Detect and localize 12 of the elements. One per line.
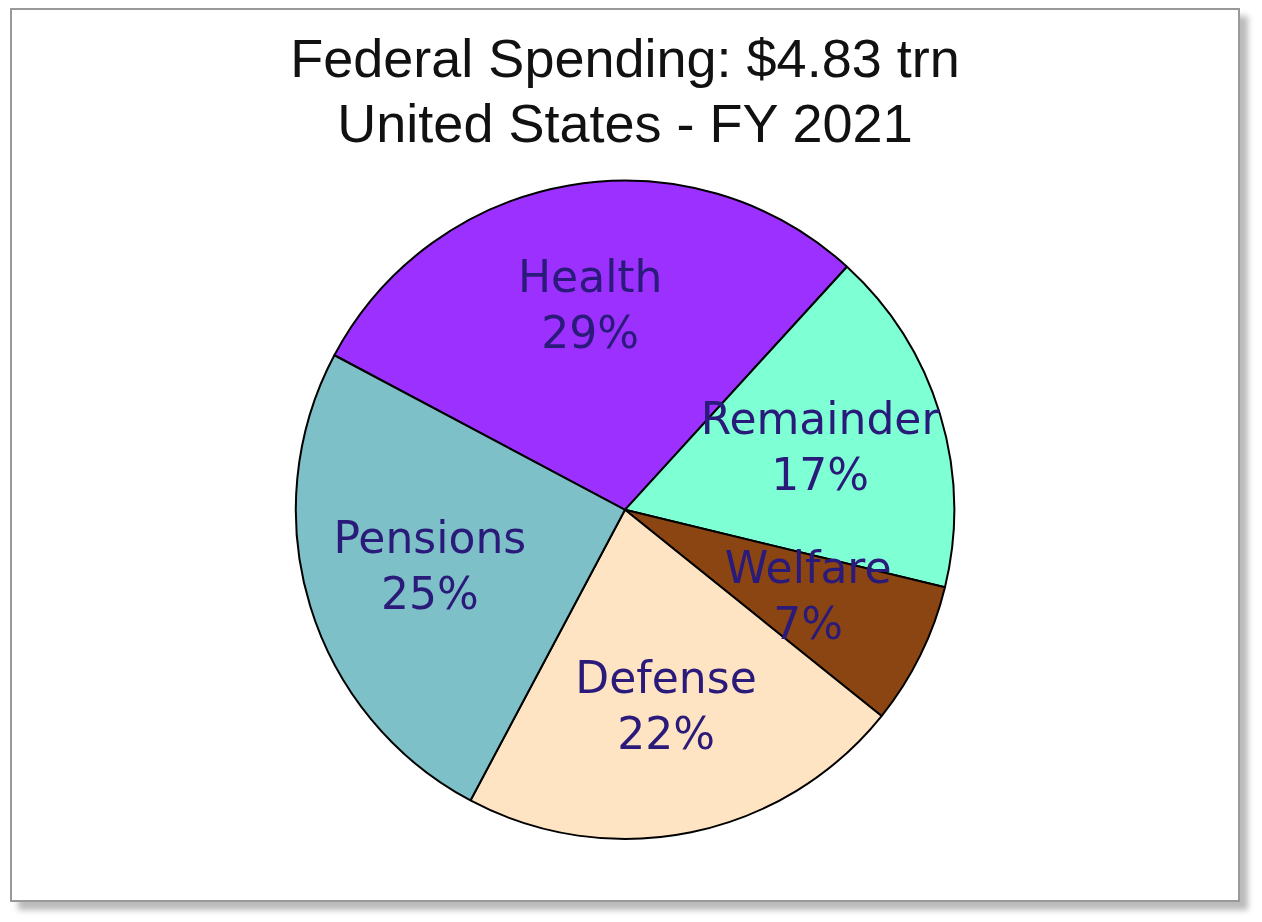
data-label: 22% [617, 708, 715, 760]
data-label: 17% [771, 448, 870, 500]
data-label: 7% [773, 598, 844, 650]
data-label: 29% [541, 307, 640, 359]
chart-title: Federal Spending: $4.83 trn [290, 28, 960, 89]
slice-label: Welfare [724, 542, 892, 594]
chart-subtitle: United States - FY 2021 [337, 93, 913, 154]
data-label: 25% [380, 567, 479, 619]
slice-label: Defense [575, 652, 757, 704]
slice-label: Remainder [700, 392, 941, 444]
slice-label: Pensions [333, 511, 527, 563]
slice-label: Health [518, 251, 663, 303]
